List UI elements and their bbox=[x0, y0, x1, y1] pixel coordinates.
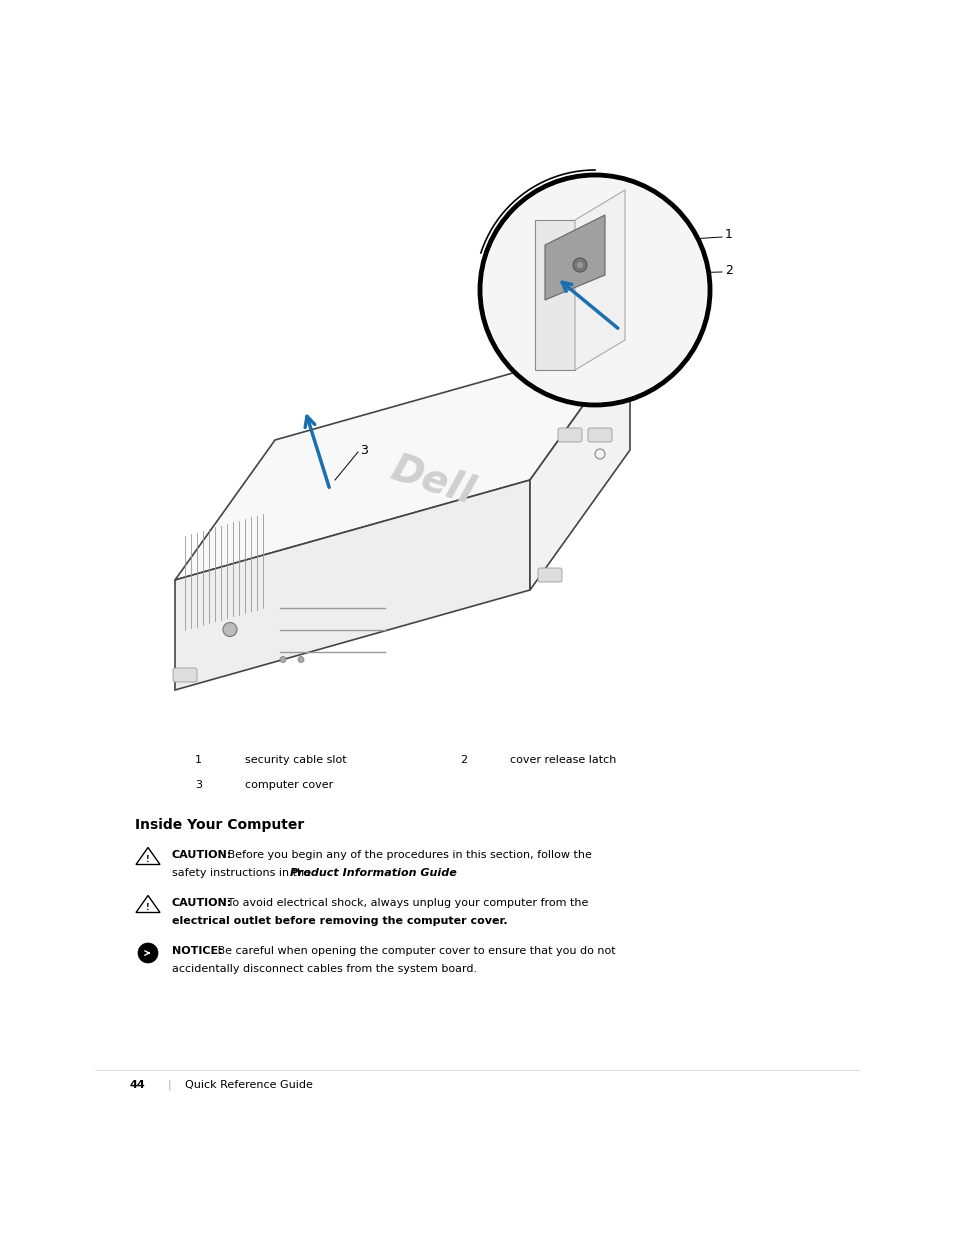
Polygon shape bbox=[530, 340, 629, 590]
Text: !: ! bbox=[146, 855, 150, 863]
Text: electrical outlet before removing the computer cover.: electrical outlet before removing the co… bbox=[172, 916, 507, 926]
Text: .: . bbox=[395, 868, 398, 878]
Circle shape bbox=[482, 178, 706, 403]
FancyBboxPatch shape bbox=[587, 429, 612, 442]
Circle shape bbox=[577, 262, 582, 268]
Text: computer cover: computer cover bbox=[245, 781, 333, 790]
Text: cover release latch: cover release latch bbox=[510, 755, 616, 764]
Text: Product Information Guide: Product Information Guide bbox=[290, 868, 456, 878]
Circle shape bbox=[138, 944, 158, 963]
Text: NOTICE:: NOTICE: bbox=[172, 946, 222, 956]
Polygon shape bbox=[575, 190, 624, 370]
Text: !: ! bbox=[146, 903, 150, 911]
Polygon shape bbox=[174, 480, 530, 690]
Text: 3: 3 bbox=[359, 443, 368, 457]
Text: security cable slot: security cable slot bbox=[245, 755, 346, 764]
Polygon shape bbox=[544, 215, 604, 300]
Text: Dell: Dell bbox=[386, 448, 478, 511]
Text: 2: 2 bbox=[459, 755, 467, 764]
Text: Inside Your Computer: Inside Your Computer bbox=[135, 818, 304, 832]
Text: CAUTION:: CAUTION: bbox=[172, 850, 232, 860]
Text: |: | bbox=[168, 1079, 172, 1091]
Circle shape bbox=[223, 622, 236, 636]
FancyBboxPatch shape bbox=[537, 568, 561, 582]
Polygon shape bbox=[174, 340, 629, 580]
FancyBboxPatch shape bbox=[558, 429, 581, 442]
Polygon shape bbox=[535, 220, 575, 370]
Text: safety instructions in the: safety instructions in the bbox=[172, 868, 314, 878]
Text: 2: 2 bbox=[724, 263, 732, 277]
Circle shape bbox=[573, 258, 586, 272]
Text: 3: 3 bbox=[194, 781, 202, 790]
Text: 1: 1 bbox=[724, 228, 732, 242]
Text: Quick Reference Guide: Quick Reference Guide bbox=[185, 1079, 313, 1091]
Text: To avoid electrical shock, always unplug your computer from the: To avoid electrical shock, always unplug… bbox=[224, 898, 588, 908]
Text: Before you begin any of the procedures in this section, follow the: Before you begin any of the procedures i… bbox=[224, 850, 591, 860]
Text: 44: 44 bbox=[130, 1079, 146, 1091]
Text: 1: 1 bbox=[194, 755, 202, 764]
Circle shape bbox=[297, 657, 304, 662]
Circle shape bbox=[280, 657, 286, 662]
Text: CAUTION:: CAUTION: bbox=[172, 898, 232, 908]
Text: Be careful when opening the computer cover to ensure that you do not: Be careful when opening the computer cov… bbox=[213, 946, 615, 956]
FancyBboxPatch shape bbox=[172, 668, 196, 682]
Text: accidentally disconnect cables from the system board.: accidentally disconnect cables from the … bbox=[172, 965, 476, 974]
Circle shape bbox=[479, 175, 709, 405]
